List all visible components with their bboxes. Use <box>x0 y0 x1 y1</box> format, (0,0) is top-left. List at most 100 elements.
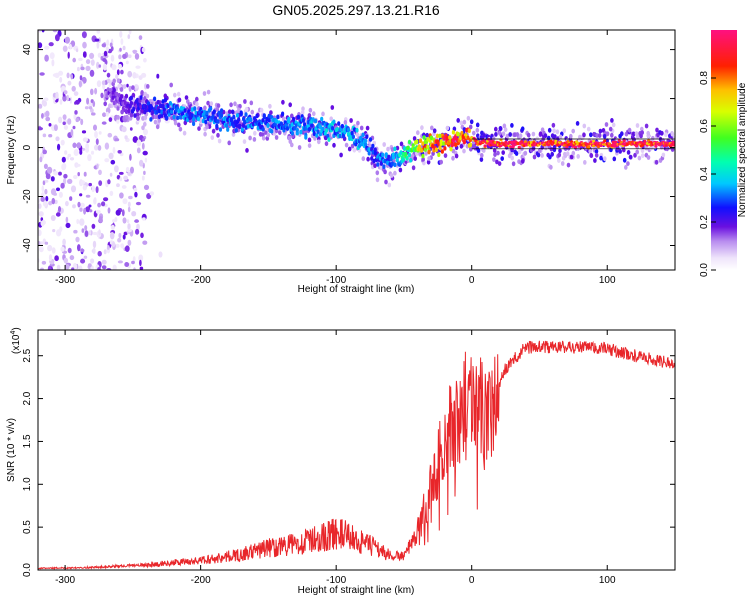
halo-cell <box>237 107 241 113</box>
noise-cell <box>80 202 85 208</box>
noise-cell <box>149 191 155 196</box>
ridge-cell <box>427 149 431 155</box>
noise-cell <box>48 254 53 262</box>
noise-cell <box>84 230 89 238</box>
halo-cell <box>618 149 622 154</box>
noise-cell <box>51 197 56 205</box>
noise-cell <box>85 206 91 213</box>
ridge-cell <box>365 134 369 139</box>
halo-cell <box>308 107 313 113</box>
noise-cell <box>54 255 59 262</box>
noise-cell <box>58 116 63 124</box>
noise-cell <box>74 99 80 105</box>
ridge-cell <box>622 139 626 143</box>
noise-cell <box>48 42 54 47</box>
halo-cell <box>494 126 498 132</box>
halo-cell <box>278 130 282 136</box>
ridge-cell <box>203 110 207 115</box>
halo-cell <box>532 154 537 160</box>
noise-cell <box>120 38 124 45</box>
ridge-cell <box>299 129 303 135</box>
halo-cell <box>281 116 286 122</box>
noise-cell <box>41 99 46 106</box>
halo-cell <box>602 134 607 139</box>
halo-cell <box>387 182 392 188</box>
ridge-cell <box>243 119 247 125</box>
noise-cell <box>97 267 101 270</box>
noise-cell <box>141 72 147 78</box>
halo-cell <box>173 92 177 98</box>
noise-cell <box>50 188 57 196</box>
halo-cell <box>307 137 312 143</box>
noise-cell <box>97 145 102 151</box>
noise-cell <box>143 170 146 175</box>
halo-cell <box>526 132 531 138</box>
noise-cell <box>98 131 102 135</box>
halo-cell <box>343 120 348 125</box>
halo-cell <box>622 147 626 153</box>
snr-scale-exponent: 4 <box>10 331 17 335</box>
noise-cell <box>45 116 51 122</box>
noise-cell <box>90 59 95 66</box>
halo-cell <box>424 151 428 156</box>
ridge-cell <box>220 108 224 113</box>
halo-cell <box>425 132 430 138</box>
halo-cell <box>445 125 450 131</box>
halo-cell <box>426 159 431 165</box>
noise-cell <box>49 52 55 60</box>
ridge-cell <box>510 140 514 144</box>
halo-cell <box>611 122 616 128</box>
ridge-cell <box>201 118 205 124</box>
x-tick-label: -200 <box>191 275 211 286</box>
halo-cell <box>501 150 506 156</box>
halo-cell <box>631 131 636 137</box>
ridge-cell <box>401 151 405 157</box>
noise-cell <box>128 195 133 200</box>
noise-cell <box>121 126 127 133</box>
noise-cell <box>64 150 68 155</box>
ridge-cell <box>420 148 424 153</box>
ridge-cell <box>467 128 471 133</box>
noise-cell <box>60 182 65 189</box>
ridge-cell <box>139 95 143 100</box>
halo-cell <box>197 126 201 131</box>
halo-cell <box>594 152 599 158</box>
ridge-cell <box>256 125 260 131</box>
halo-cell <box>317 139 321 145</box>
ridge-cell <box>338 133 342 139</box>
halo-cell <box>244 106 249 112</box>
noise-cell <box>47 265 52 270</box>
ridge-cell <box>132 106 136 112</box>
ridge-cell <box>331 126 335 131</box>
noise-cell <box>71 85 76 92</box>
noise-cell <box>46 166 53 174</box>
ridge-cell <box>238 123 242 129</box>
ridge-cell <box>205 110 209 116</box>
ridge-cell <box>523 140 528 144</box>
halo-cell <box>635 149 639 155</box>
noise-cell <box>64 36 70 44</box>
noise-cell <box>82 41 87 49</box>
noise-cell <box>44 54 49 62</box>
halo-cell <box>245 148 249 153</box>
halo-cell <box>216 132 220 138</box>
halo-cell <box>203 131 207 137</box>
halo-cell <box>155 124 160 130</box>
noise-cell <box>119 47 122 52</box>
halo-cell <box>307 143 312 149</box>
noise-cell <box>101 201 106 207</box>
halo-cell <box>287 135 292 141</box>
noise-cell <box>53 124 58 131</box>
y-tick-label: 1.0 <box>22 477 33 491</box>
ridge-cell <box>240 127 244 132</box>
ridge-cell <box>393 162 397 168</box>
noise-cell <box>94 144 99 151</box>
noise-cell <box>82 137 88 142</box>
chart-title: GN05.2025.297.13.21.R16 <box>272 2 440 18</box>
halo-cell <box>511 161 516 167</box>
noise-cell <box>98 64 102 68</box>
halo-cell <box>540 153 544 158</box>
ridge-cell <box>381 152 385 158</box>
noise-cell <box>102 63 107 71</box>
